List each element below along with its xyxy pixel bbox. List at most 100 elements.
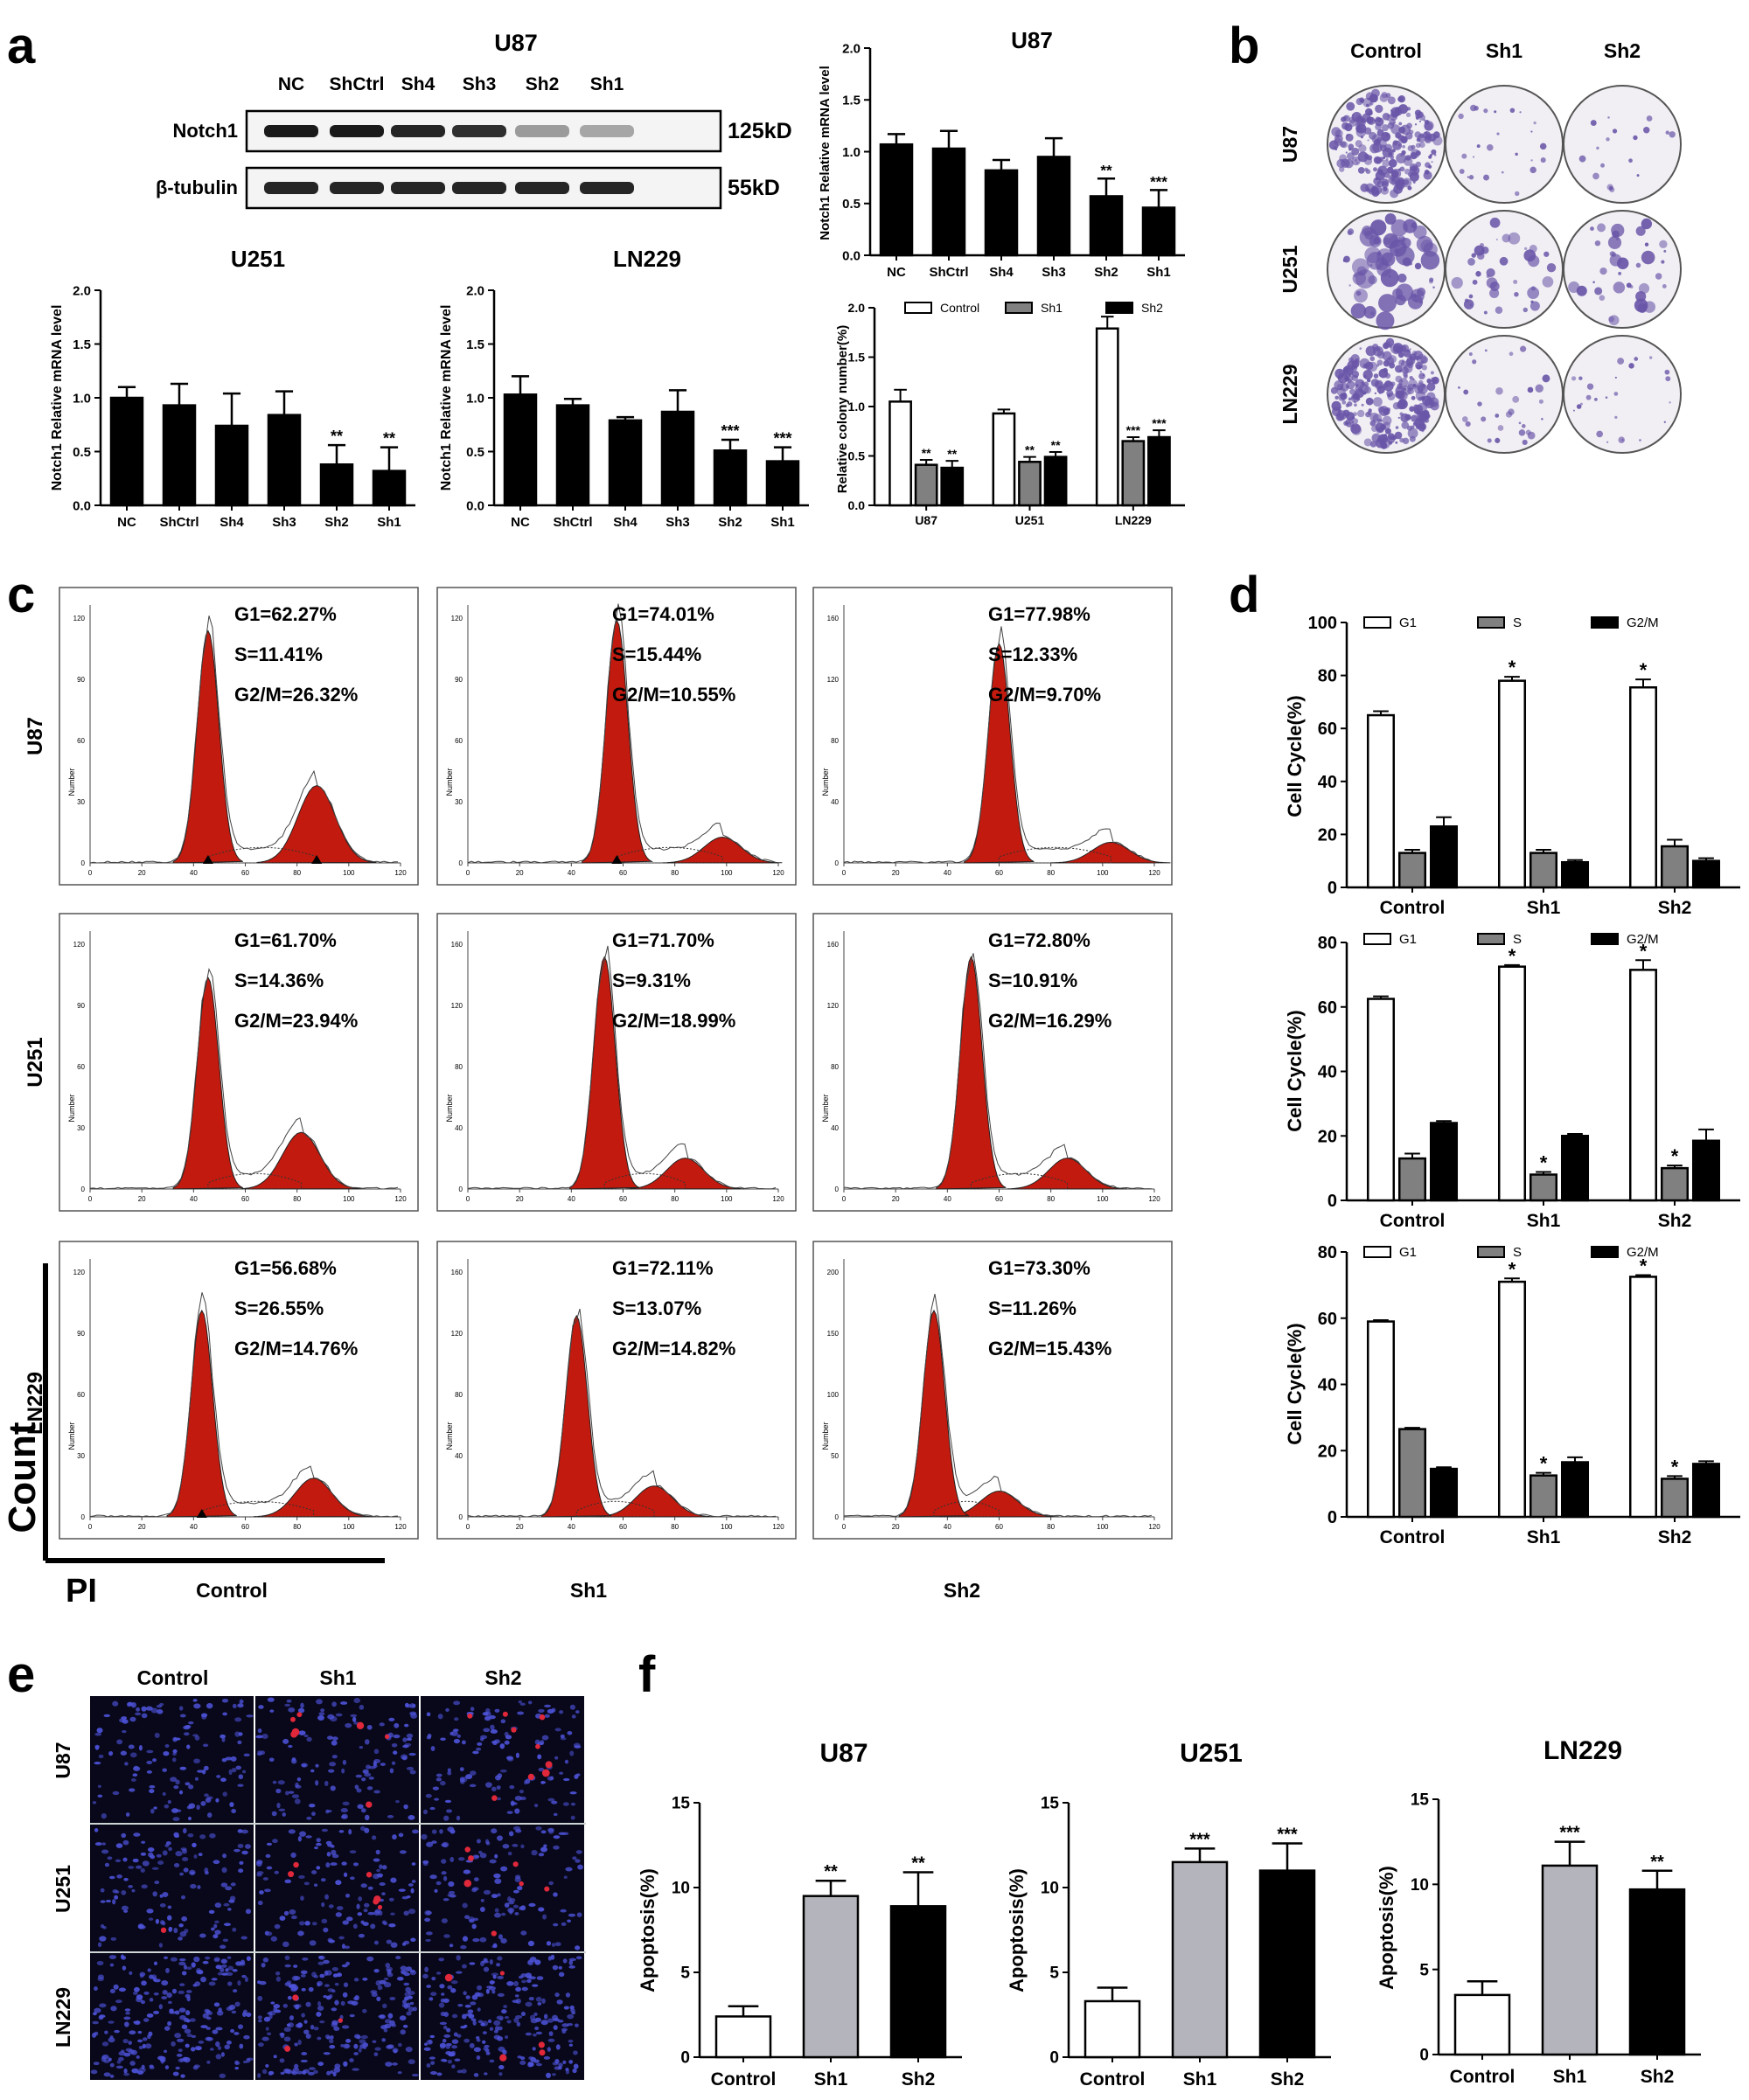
- colony-dot: [1421, 365, 1427, 371]
- colony-dot: [1546, 263, 1557, 273]
- dapi-nucleus: [97, 1794, 103, 1798]
- colony-dot: [1354, 158, 1357, 162]
- dapi-nucleus: [288, 1791, 295, 1794]
- dapi-nucleus: [214, 1902, 222, 1909]
- colony-dot: [1391, 149, 1396, 153]
- colony-dot: [1521, 424, 1526, 428]
- histogram-y-tick: 90: [77, 676, 85, 684]
- x-tick-label: Control: [1380, 1211, 1446, 1231]
- y-tick-label: 100: [1308, 614, 1337, 633]
- histogram-x-tick: 0: [88, 1195, 93, 1203]
- tunel-positive-cell: [296, 1712, 303, 1718]
- dapi-nucleus: [439, 1984, 445, 1989]
- bar-g1: [1366, 1320, 1396, 1519]
- bar: [660, 410, 695, 507]
- colony-dot: [1372, 397, 1383, 407]
- dapi-nucleus: [227, 1981, 233, 1986]
- dapi-nucleus: [305, 2001, 311, 2007]
- significance-label: ***: [721, 422, 739, 440]
- dapi-nucleus: [514, 1795, 523, 1801]
- dapi-nucleus: [525, 2001, 533, 2007]
- dapi-nucleus: [517, 1885, 523, 1891]
- gate-marker: [611, 855, 623, 864]
- dapi-nucleus: [447, 1768, 451, 1773]
- dapi-nucleus: [350, 1714, 358, 1718]
- dapi-nucleus: [505, 1735, 512, 1740]
- histogram-outline: [467, 945, 777, 1190]
- colony-dot: [1399, 437, 1404, 443]
- g2m-percentage: G2/M=14.82%: [612, 1338, 735, 1359]
- dapi-nucleus: [309, 1940, 317, 1946]
- dapi-nucleus: [282, 1812, 286, 1817]
- dapi-nucleus: [460, 1944, 467, 1950]
- y-tick-label: 1.5: [842, 94, 861, 108]
- colony-dot: [1345, 151, 1348, 154]
- dapi-nucleus: [463, 2038, 470, 2043]
- dapi-nucleus: [190, 1883, 197, 1889]
- dapi-nucleus: [234, 2061, 240, 2066]
- dapi-nucleus: [262, 1957, 269, 1963]
- colony-dot: [1477, 401, 1482, 407]
- histogram-y-tick: 30: [455, 798, 463, 806]
- histogram-x-tick: 120: [1148, 1523, 1160, 1531]
- colony-dot: [1376, 190, 1380, 193]
- dapi-nucleus: [172, 1736, 178, 1742]
- y-tick-label: 40: [1318, 773, 1337, 792]
- dapi-nucleus: [173, 1862, 180, 1867]
- dapi-nucleus: [572, 1856, 577, 1860]
- dapi-nucleus: [232, 1703, 237, 1709]
- bar-s: [1397, 1428, 1427, 1519]
- dapi-nucleus: [225, 1968, 229, 1972]
- dapi-nucleus: [358, 2048, 362, 2053]
- dapi-nucleus: [391, 2062, 398, 2066]
- dapi-nucleus: [149, 2066, 155, 2069]
- dapi-nucleus: [316, 1838, 321, 1843]
- dapi-nucleus: [558, 1971, 565, 1978]
- bar-control: [1095, 327, 1119, 507]
- dapi-nucleus: [217, 1971, 223, 1976]
- dapi-nucleus: [504, 1740, 510, 1745]
- dapi-nucleus: [456, 1955, 461, 1961]
- significance-label: **: [331, 428, 343, 445]
- y-tick-label: 60: [1318, 720, 1337, 739]
- histogram-y-tick: 200: [827, 1269, 840, 1276]
- dapi-nucleus: [164, 2049, 168, 2054]
- dapi-nucleus: [331, 2022, 338, 2027]
- dapi-nucleus: [440, 2044, 446, 2049]
- dapi-nucleus: [265, 2027, 269, 2031]
- tunel-positive-cell: [467, 1713, 473, 1719]
- dapi-nucleus: [434, 1888, 438, 1893]
- significance-label: ***: [1189, 1830, 1210, 1849]
- dapi-nucleus: [335, 1713, 343, 1717]
- dapi-nucleus: [543, 2055, 551, 2060]
- dapi-nucleus: [185, 2010, 191, 2016]
- colony-dot: [1397, 390, 1408, 401]
- tunel-row-label: LN229: [52, 1987, 74, 2048]
- dapi-nucleus: [303, 2020, 308, 2024]
- dapi-nucleus: [490, 1724, 495, 1730]
- histogram-x-tick: 100: [721, 1195, 733, 1203]
- histogram-x-tick: 20: [138, 869, 146, 877]
- colony-dot: [1379, 438, 1390, 449]
- histogram-x-tick: 120: [1148, 1195, 1160, 1203]
- bar-s: [1529, 1173, 1558, 1202]
- dapi-nucleus: [348, 1829, 352, 1835]
- dapi-nucleus: [353, 2043, 359, 2049]
- dapi-nucleus: [380, 1763, 387, 1766]
- y-tick-label: 0.0: [73, 498, 91, 513]
- dapi-nucleus: [381, 2038, 387, 2042]
- dapi-nucleus: [535, 2031, 543, 2035]
- dapi-nucleus: [357, 1912, 363, 1916]
- colony-dot: [1484, 349, 1488, 352]
- dapi-nucleus: [552, 1964, 559, 1971]
- dapi-nucleus: [331, 1849, 337, 1856]
- colony-dot: [1374, 119, 1376, 122]
- dapi-nucleus: [122, 2039, 129, 2044]
- dapi-nucleus: [429, 2056, 436, 2060]
- dapi-nucleus: [382, 2003, 387, 2009]
- dapi-nucleus: [526, 1978, 532, 1984]
- dapi-nucleus: [104, 2030, 108, 2034]
- dapi-nucleus: [222, 1938, 229, 1943]
- colony-dot: [1335, 412, 1345, 421]
- x-tick-label: Sh4: [989, 265, 1014, 280]
